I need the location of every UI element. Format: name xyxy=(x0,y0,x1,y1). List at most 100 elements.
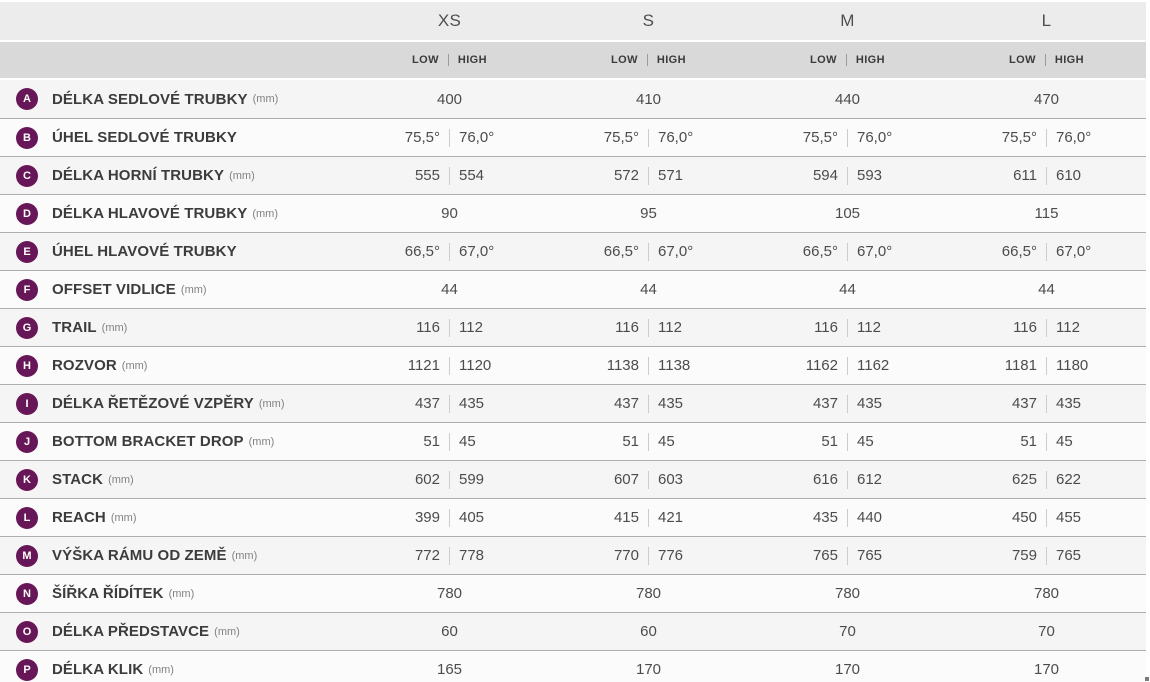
value-divider xyxy=(648,356,649,375)
low-value: 611 xyxy=(1013,167,1037,184)
low-value: 572 xyxy=(613,167,639,184)
high-value: 1180 xyxy=(1056,357,1089,374)
value-divider xyxy=(648,546,649,565)
high-value: 612 xyxy=(857,471,883,488)
low-value: 66,5° xyxy=(404,243,440,260)
row-label: ÚHEL HLAVOVÉ TRUBKY xyxy=(52,243,237,260)
single-value: 470 xyxy=(1033,90,1060,108)
low-label: LOW xyxy=(611,54,638,66)
value-cell: 400 xyxy=(350,80,549,118)
low-label: LOW xyxy=(1009,54,1036,66)
row-unit: (mm) xyxy=(214,625,240,638)
row-unit: (mm) xyxy=(252,93,279,105)
row-label-cell: I DÉLKA ŘETĚZOVÉ VZPĚRY (mm) xyxy=(0,392,350,415)
row-label-cell: M VÝŠKA RÁMU OD ZEMĚ (mm) xyxy=(0,544,350,567)
row-label-cell: F OFFSET VIDLICE (mm) xyxy=(0,278,350,301)
value-divider xyxy=(449,394,450,413)
row-unit: (mm) xyxy=(108,473,134,486)
high-value: 45 xyxy=(1056,433,1073,450)
value-divider xyxy=(449,128,450,147)
value-cell: 70 xyxy=(947,613,1146,650)
value-cell: 95 xyxy=(549,195,748,232)
low-value: 116 xyxy=(1013,319,1037,336)
value-cell: 594 593 xyxy=(748,157,947,194)
single-value: 780 xyxy=(436,585,463,602)
value-cell: 60 xyxy=(350,613,549,650)
low-value: 435 xyxy=(812,509,838,526)
high-value: 421 xyxy=(658,509,684,526)
low-value: 765 xyxy=(812,547,838,564)
low-value: 594 xyxy=(812,167,838,184)
low-value: 51 xyxy=(821,433,838,450)
value-cell: 116 112 xyxy=(748,309,947,346)
value-cell: 75,5° 76,0° xyxy=(947,119,1146,156)
letter-badge: B xyxy=(16,126,38,149)
high-value: 435 xyxy=(1056,395,1082,412)
value-cell: 75,5° 76,0° xyxy=(549,119,748,156)
letter-badge: N xyxy=(16,582,38,605)
high-value: 776 xyxy=(658,547,684,564)
single-value: 70 xyxy=(1038,623,1055,640)
value-cell: 51 45 xyxy=(350,423,549,460)
low-label: LOW xyxy=(810,54,837,66)
table-row: B ÚHEL SEDLOVÉ TRUBKY 75,5° 76,0° 75,5° 76,0°… xyxy=(0,118,1146,156)
low-value: 75,5° xyxy=(404,129,440,146)
value-cell: 115 xyxy=(947,195,1146,232)
single-value: 410 xyxy=(635,90,662,108)
lowhigh-group-l: LOW HIGH xyxy=(947,42,1146,78)
low-value: 51 xyxy=(622,433,639,450)
value-cell: 780 xyxy=(549,575,748,612)
single-value: 440 xyxy=(834,90,861,108)
value-cell: 60 xyxy=(549,613,748,650)
value-divider xyxy=(847,128,848,147)
row-label: DÉLKA HLAVOVÉ TRUBKY xyxy=(52,205,248,222)
row-label: DÉLKA KLIK xyxy=(52,661,144,678)
high-value: 599 xyxy=(459,471,485,488)
value-divider xyxy=(1046,356,1047,375)
high-value: 45 xyxy=(857,433,874,450)
value-divider xyxy=(648,508,649,527)
letter-badge: A xyxy=(16,88,38,110)
letter-badge: P xyxy=(16,658,38,681)
value-cell: 66,5° 67,0° xyxy=(748,233,947,270)
value-cell: 607 603 xyxy=(549,461,748,498)
low-value: 437 xyxy=(414,395,440,412)
size-header-row: XS S M L xyxy=(0,2,1146,40)
high-value: 405 xyxy=(459,509,485,526)
low-value: 555 xyxy=(414,167,440,184)
high-value: 76,0° xyxy=(1056,129,1092,146)
table-row: L REACH (mm) 399 405 415 421 435 440 450 455 xyxy=(0,498,1146,536)
value-cell: 116 112 xyxy=(549,309,748,346)
high-value: 554 xyxy=(459,167,485,184)
low-value: 399 xyxy=(414,509,440,526)
value-cell: 1181 1180 xyxy=(947,347,1146,384)
low-value: 116 xyxy=(814,319,838,336)
low-value: 66,5° xyxy=(802,243,838,260)
value-cell: 44 xyxy=(350,271,549,308)
row-label: REACH xyxy=(52,509,106,526)
value-cell: 70 xyxy=(748,613,947,650)
single-value: 44 xyxy=(1038,281,1055,298)
high-value: 67,0° xyxy=(857,243,893,260)
row-unit: (mm) xyxy=(110,511,137,524)
single-value: 44 xyxy=(640,281,657,298)
value-divider xyxy=(449,470,450,489)
row-unit: (mm) xyxy=(168,587,195,600)
row-label: DÉLKA PŘEDSTAVCE xyxy=(52,623,210,640)
lowhigh-divider xyxy=(845,54,847,66)
high-label: HIGH xyxy=(1054,54,1084,66)
single-value: 95 xyxy=(640,205,657,222)
table-row: H ROZVOR (mm) 1121 1120 1138 1138 1162 1162 1181 1… xyxy=(0,346,1146,384)
size-header-m: M xyxy=(840,11,855,30)
letter-badge: G xyxy=(16,316,38,339)
low-value: 51 xyxy=(423,433,440,450)
value-divider xyxy=(847,166,848,185)
low-value: 51 xyxy=(1020,433,1037,450)
low-value: 450 xyxy=(1011,509,1037,526)
table-row: P DÉLKA KLIK (mm) 165 170 170 170 xyxy=(0,650,1146,682)
high-value: 610 xyxy=(1056,167,1082,184)
low-value: 1181 xyxy=(1004,357,1037,374)
row-unit: (mm) xyxy=(258,397,285,410)
value-cell: 66,5° 67,0° xyxy=(549,233,748,270)
